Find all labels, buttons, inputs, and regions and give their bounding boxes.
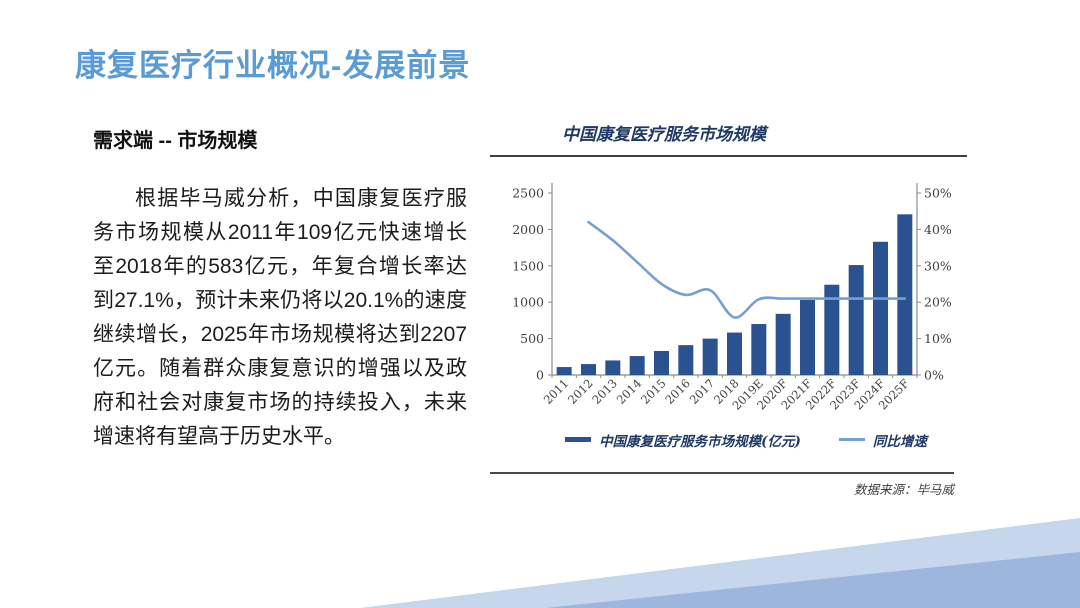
svg-text:0%: 0%	[924, 367, 944, 382]
market-size-chart: 0 0% 500 10% 1000 20% 1500 30% 2000 40% 2500 50% 201…	[512, 182, 952, 413]
bar-2021F	[800, 299, 815, 375]
data-source: 数据来源：毕马威	[853, 481, 954, 497]
bar-2014	[629, 355, 645, 375]
section-subtitle: 需求端 -- 市场规模	[93, 130, 258, 152]
bar-2015	[654, 350, 669, 375]
svg-text:1500: 1500	[512, 258, 544, 273]
legend-label-bar-series: 中国康复医疗服务市场规模(亿元)	[599, 433, 801, 450]
svg-text:2000: 2000	[512, 222, 544, 237]
figure-top-rule	[490, 154, 967, 157]
svg-text:2012: 2012	[565, 376, 596, 407]
legend-item-bar-series: 中国康复医疗服务市场规模(亿元)	[565, 430, 801, 450]
bar-2018	[727, 332, 742, 375]
svg-text:2014: 2014	[614, 376, 645, 407]
svg-text:0: 0	[536, 367, 544, 382]
line-series-swatch-icon	[838, 438, 865, 442]
chart-figure: 中国康复医疗服务市场规模 0 0% 500 10% 1000 20% 1500 30% 2000…	[490, 124, 972, 498]
bar-2013	[605, 360, 621, 375]
figure-bottom-rule	[490, 471, 954, 474]
svg-text:10%: 10%	[924, 331, 952, 346]
svg-text:30%: 30%	[924, 258, 952, 273]
bar-2022F	[824, 284, 840, 375]
svg-text:50%: 50%	[924, 185, 952, 200]
svg-text:1000: 1000	[512, 294, 544, 309]
bar-2020F	[775, 313, 791, 375]
line-series	[587, 220, 907, 319]
bar-2024F	[873, 241, 888, 375]
svg-text:2500: 2500	[512, 185, 544, 200]
svg-text:2011: 2011	[541, 376, 572, 407]
bar-2012	[581, 363, 596, 375]
bar-series-swatch-icon	[565, 437, 592, 443]
bar-2016	[678, 344, 694, 375]
bar-2019E	[751, 323, 767, 375]
bar-series	[556, 214, 913, 375]
svg-text:2015: 2015	[638, 376, 669, 407]
svg-text:500: 500	[520, 331, 544, 346]
legend-label-line-series: 同比增速	[872, 433, 927, 450]
svg-text:40%: 40%	[924, 222, 952, 237]
svg-text:2013: 2013	[589, 376, 620, 407]
bar-2025F	[897, 214, 913, 375]
growth-line	[587, 220, 907, 319]
legend-item-line-series: 同比增速	[838, 430, 927, 450]
body-paragraph: 根据毕马威分析，中国康复医疗服务市场规模从2011年109亿元快速增长至2018…	[93, 187, 467, 449]
svg-text:20%: 20%	[924, 294, 952, 309]
chart-title: 中国康复医疗服务市场规模	[562, 125, 766, 145]
svg-text:2017: 2017	[687, 376, 718, 407]
svg-text:2016: 2016	[662, 376, 693, 407]
slide-title: 康复医疗行业概况-发展前景	[75, 48, 471, 83]
bar-2011	[556, 366, 572, 375]
bar-2023F	[848, 264, 864, 375]
bar-2017	[702, 338, 718, 375]
chart-legend: 中国康复医疗服务市场规模(亿元) 同比增速	[490, 430, 972, 450]
